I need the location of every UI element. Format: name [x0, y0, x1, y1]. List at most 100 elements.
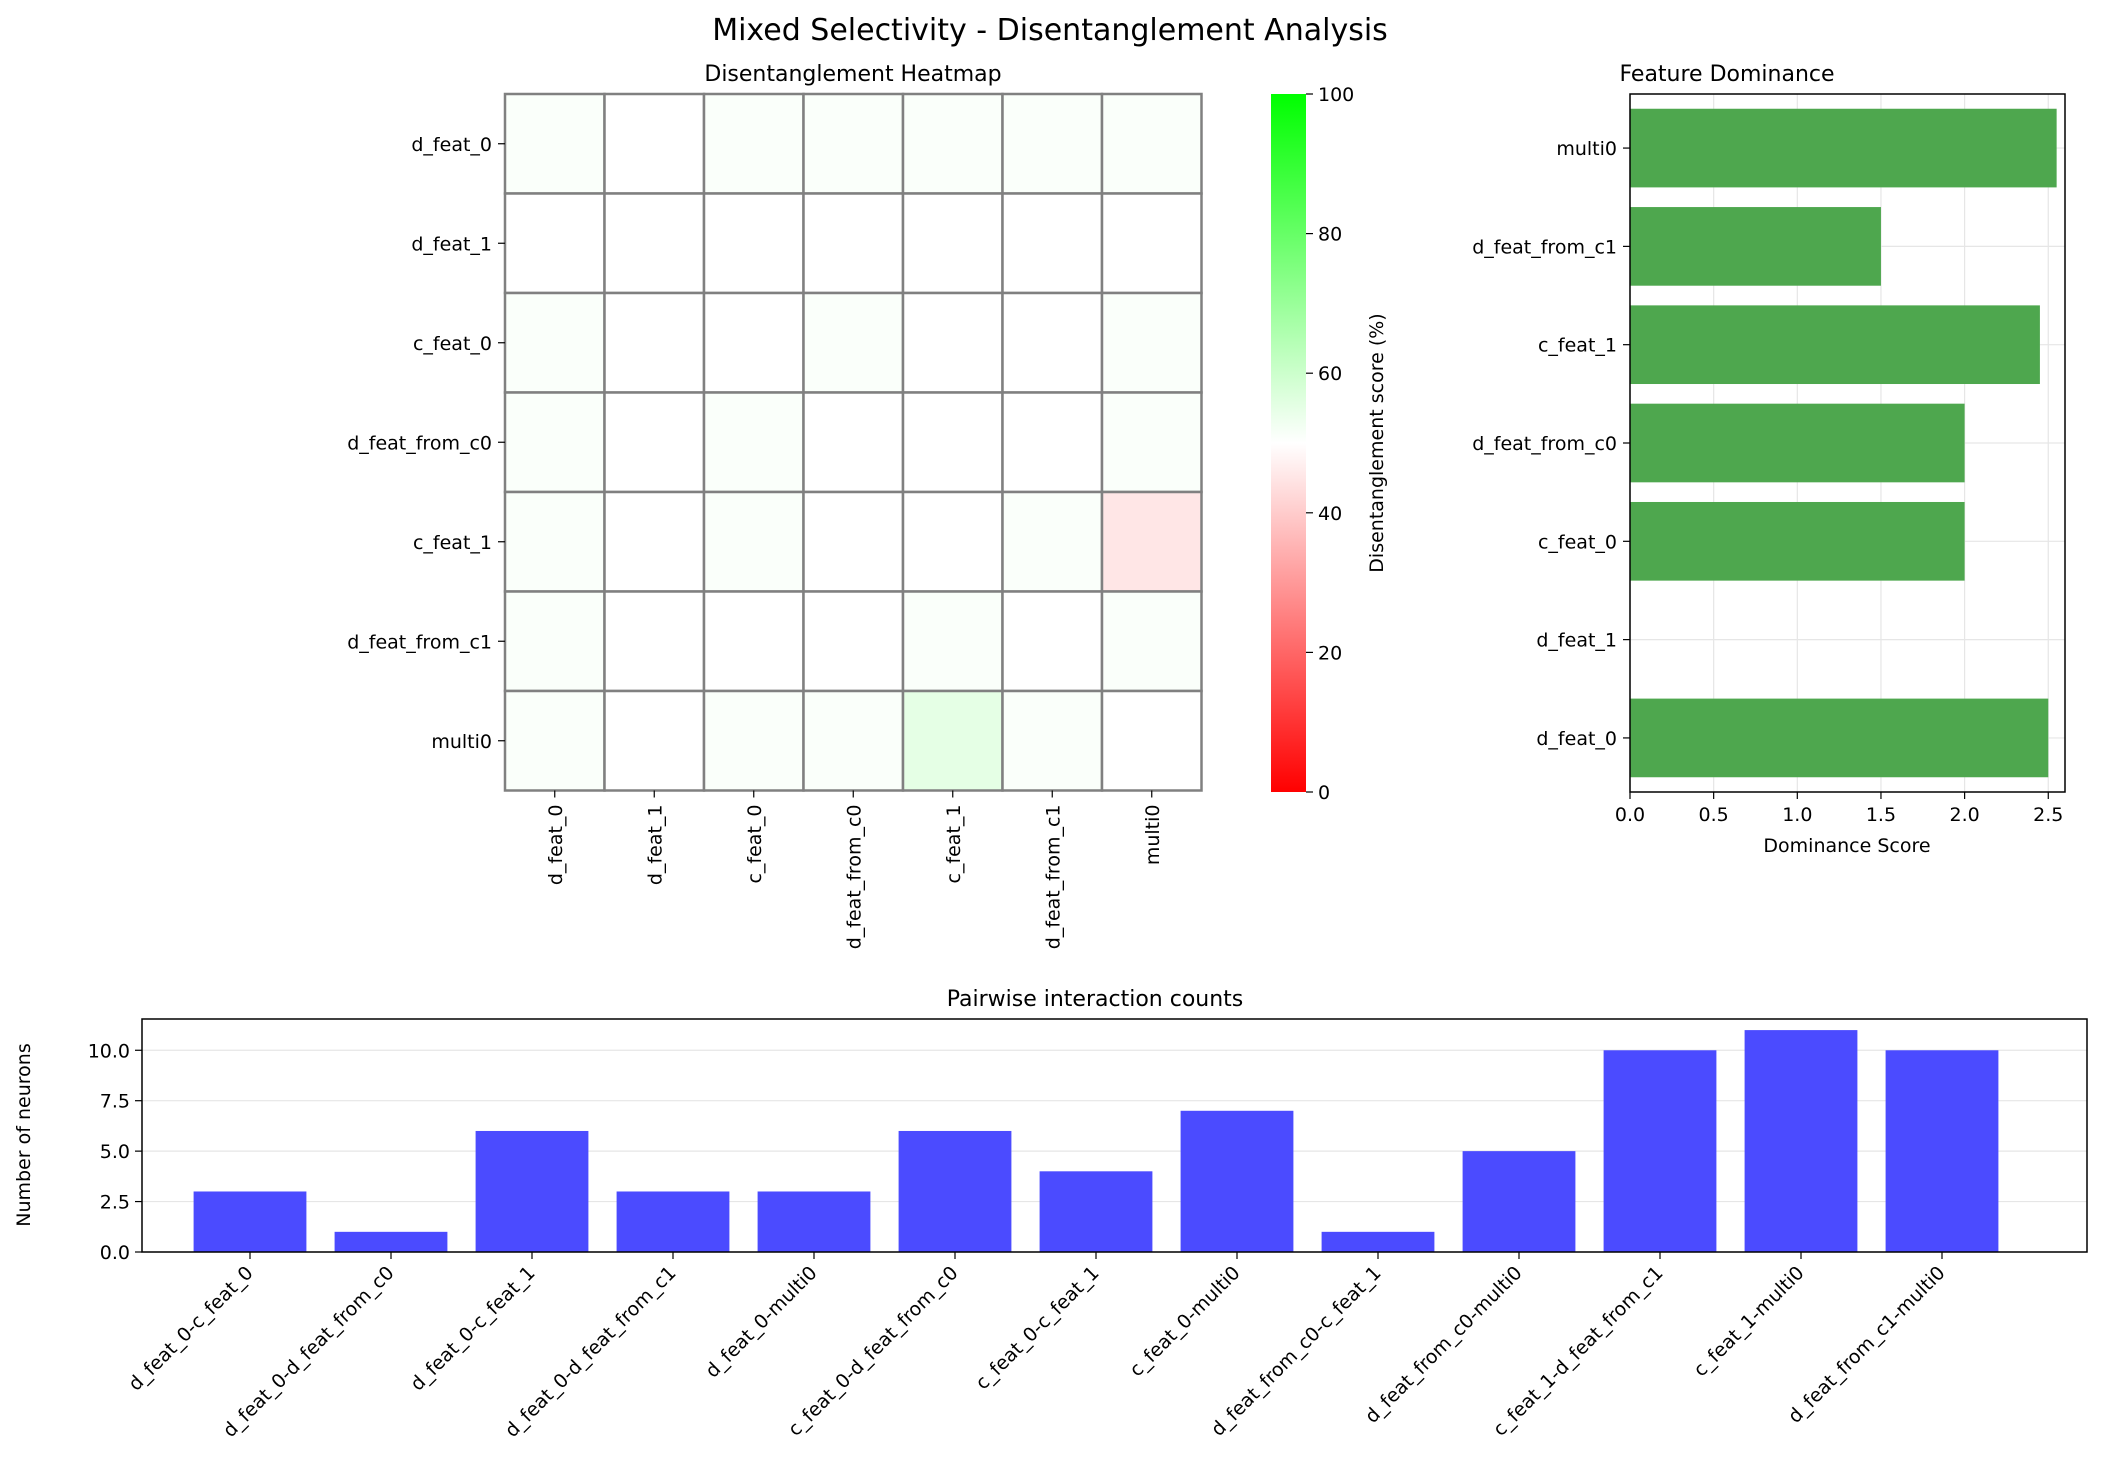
- pairwise-x-tick-label: c_feat_0-c_feat_1: [971, 1262, 1103, 1394]
- dominance-panel: Feature Dominance d_feat_0 d_feat_1 c_feat…: [1472, 62, 2066, 857]
- heatmap-cell: [1100, 291, 1203, 394]
- colorbar-tick-label: 20: [1318, 642, 1342, 664]
- heatmap-cell: [603, 192, 706, 295]
- heatmap-cell: [901, 689, 1004, 792]
- heatmap-cell: [603, 391, 706, 494]
- pairwise-x-tick-label: c_feat_0-d_feat_from_c0: [784, 1262, 963, 1441]
- heatmap-cell: [603, 490, 706, 593]
- heatmap-cell: [503, 92, 606, 195]
- heatmap-col-label: d_feat_from_c0: [843, 805, 865, 950]
- pairwise-bar: [475, 1130, 589, 1252]
- heatmap-col-label: d_feat_1: [644, 805, 666, 886]
- heatmap-col-label: c_feat_1: [943, 805, 965, 884]
- dominance-y-tick-label: d_feat_0: [1536, 728, 1617, 750]
- dominance-x-tick-label: 1.0: [1782, 804, 1812, 826]
- heatmap-row-label: d_feat_from_c1: [347, 631, 492, 653]
- heatmap-cell: [503, 391, 606, 494]
- pairwise-x-tick-label: c_feat_0-multi0: [1125, 1262, 1244, 1381]
- heatmap-cell: [603, 291, 706, 394]
- pairwise-x-ticks: d_feat_0-c_feat_0d_feat_0-d_feat_from_c0…: [124, 1252, 1950, 1442]
- heatmap-cell: [802, 391, 905, 494]
- dominance-y-tick-label: c_feat_1: [1538, 335, 1617, 357]
- heatmap-cell: [702, 92, 805, 195]
- heatmap-row-label: d_feat_0: [411, 134, 492, 156]
- figure-title: Mixed Selectivity - Disentanglement Anal…: [712, 13, 1388, 48]
- heatmap-row-label: d_feat_1: [411, 233, 492, 255]
- heatmap-cell: [901, 192, 1004, 295]
- pairwise-bar: [193, 1191, 307, 1252]
- heatmap-cell: [702, 689, 805, 792]
- heatmap-cell: [901, 590, 1004, 693]
- heatmap-cell: [702, 590, 805, 693]
- pairwise-x-tick-label: d_feat_from_c0-c_feat_1: [1207, 1262, 1386, 1441]
- heatmap-cell: [702, 490, 805, 593]
- pairwise-y-tick-label: 10.0: [88, 1040, 130, 1062]
- heatmap-cell: [901, 92, 1004, 195]
- pairwise-bar: [1603, 1050, 1717, 1252]
- pairwise-bar: [1885, 1050, 1999, 1252]
- colorbar-tick-label: 100: [1318, 84, 1354, 106]
- dominance-bar: [1630, 108, 2057, 188]
- pairwise-bar: [1321, 1231, 1435, 1252]
- heatmap-cell: [802, 92, 905, 195]
- heatmap-col-label: d_feat_from_c1: [1042, 805, 1064, 950]
- heatmap-cell: [503, 291, 606, 394]
- pairwise-y-tick-label: 7.5: [100, 1091, 130, 1113]
- pairwise-ylabel: Number of neurons: [13, 1043, 35, 1226]
- dominance-xlabel: Dominance Score: [1763, 835, 1930, 857]
- heatmap-cell: [503, 689, 606, 792]
- pairwise-y-tick-label: 2.5: [100, 1192, 130, 1214]
- heatmap-cell: [1001, 192, 1104, 295]
- heatmap-row-label: multi0: [431, 731, 492, 753]
- dominance-y-tick-label: d_feat_from_c0: [1472, 433, 1617, 455]
- dominance-x-ticks: 0.0 0.5 1.0 1.5 2.0 2.5: [1615, 792, 2063, 826]
- heatmap-title: Disentanglement Heatmap: [704, 62, 1001, 87]
- pairwise-bar: [898, 1130, 1012, 1252]
- heatmap-cell: [1001, 590, 1104, 693]
- pairwise-bar: [334, 1231, 448, 1252]
- dominance-x-tick-label: 0.0: [1615, 804, 1645, 826]
- heatmap-cell: [603, 689, 706, 792]
- dominance-bar: [1630, 501, 1965, 581]
- heatmap-cell: [802, 192, 905, 295]
- heatmap-col-labels: d_feat_0 d_feat_1 c_feat_0 d_feat_from_c0 c_…: [545, 790, 1164, 950]
- pairwise-x-tick-label: d_feat_0-c_feat_0: [124, 1262, 257, 1395]
- heatmap-cells: [503, 92, 1203, 792]
- pairwise-y-tick-label: 5.0: [100, 1141, 130, 1163]
- heatmap-cell: [1100, 92, 1203, 195]
- pairwise-x-tick-label: d_feat_0-c_feat_1: [406, 1262, 539, 1395]
- heatmap-cell: [702, 291, 805, 394]
- pairwise-axes-frame: [141, 1018, 2088, 1253]
- pairwise-bar: [616, 1191, 730, 1252]
- heatmap-row-label: d_feat_from_c0: [347, 432, 492, 454]
- dominance-bar: [1630, 403, 1965, 483]
- heatmap-cell: [802, 490, 905, 593]
- pairwise-panel: Pairwise interaction counts 0.0 2.5 5.0 7.5…: [13, 987, 2088, 1442]
- pairwise-x-tick-label: c_feat_1-d_feat_from_c1: [1489, 1262, 1668, 1441]
- pairwise-x-tick-label: d_feat_from_c1-multi0: [1784, 1262, 1950, 1428]
- heatmap-cell: [702, 391, 805, 494]
- pairwise-x-tick-label: c_feat_1-multi0: [1689, 1262, 1808, 1381]
- heatmap-cell: [901, 391, 1004, 494]
- pairwise-y-tick-label: 0.0: [100, 1242, 130, 1264]
- pairwise-x-tick-label: d_feat_from_c0-multi0: [1361, 1262, 1527, 1428]
- heatmap-cell: [702, 192, 805, 295]
- pairwise-bar: [1039, 1171, 1153, 1252]
- heatmap-row-label: c_feat_0: [413, 333, 492, 355]
- heatmap-panel: Disentanglement Heatmap d_feat_0 d_feat_1…: [347, 62, 1203, 950]
- heatmap-cell: [1100, 689, 1203, 792]
- colorbar-tick-label: 80: [1318, 224, 1342, 246]
- dominance-x-tick-label: 0.5: [1699, 804, 1729, 826]
- heatmap-col-label: c_feat_0: [744, 805, 766, 884]
- dominance-bar: [1630, 305, 2040, 385]
- heatmap-row-labels: d_feat_0 d_feat_1 c_feat_0 d_feat_from_c0 c_…: [347, 134, 505, 753]
- pairwise-bar: [1180, 1110, 1294, 1252]
- colorbar-ticks: 0 20 40 60 80 100: [1306, 84, 1354, 804]
- heatmap-cell: [1100, 192, 1203, 295]
- heatmap-cell: [1001, 92, 1104, 195]
- colorbar-tick-label: 0: [1318, 782, 1330, 804]
- pairwise-x-tick-label: d_feat_0-multi0: [701, 1262, 821, 1382]
- dominance-y-tick-label: d_feat_from_c1: [1472, 236, 1617, 258]
- heatmap-col-label: multi0: [1142, 805, 1164, 866]
- dominance-x-tick-label: 2.0: [1950, 804, 1980, 826]
